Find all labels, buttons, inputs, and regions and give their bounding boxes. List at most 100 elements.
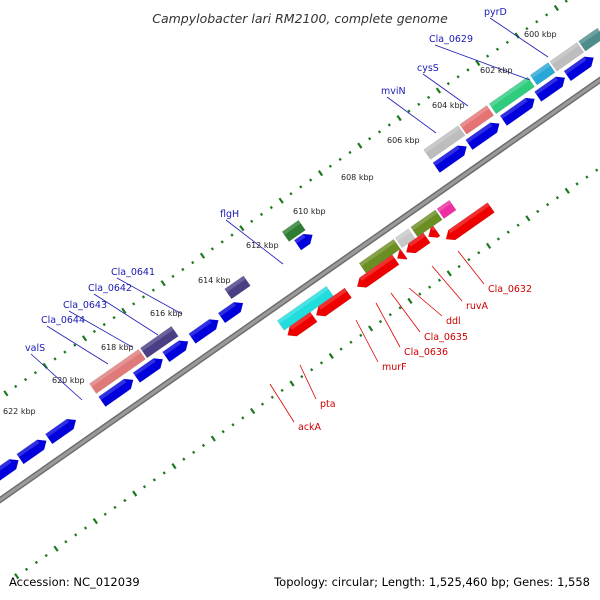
tick-mark <box>545 13 549 17</box>
tick-mark <box>368 137 372 141</box>
tick-mark <box>378 319 383 324</box>
cds-feature <box>98 378 134 407</box>
tick-mark <box>182 457 186 461</box>
tick-mark <box>269 205 273 210</box>
gene-label-ddl: ddl <box>446 316 461 327</box>
tick-mark <box>396 115 402 122</box>
tick-mark <box>398 306 402 310</box>
kbp-label-612-kbp: 612 kbp <box>246 241 279 250</box>
gene-feature <box>578 27 600 52</box>
tick-mark <box>417 102 421 106</box>
tick-mark <box>328 352 334 360</box>
tick-mark <box>250 219 254 223</box>
tick-mark <box>525 215 531 222</box>
tick-mark <box>278 197 284 204</box>
feature-tracks <box>0 27 600 481</box>
kbp-label-622-kbp: 622 kbp <box>3 407 36 416</box>
leader-murf <box>355 319 379 363</box>
tick-mark <box>525 27 529 31</box>
gene-feature <box>224 275 251 300</box>
tick-mark <box>516 223 520 227</box>
cds-feature <box>0 459 19 481</box>
kbp-label-610-kbp: 610 kbp <box>293 207 326 216</box>
kbp-label-608-kbp: 608 kbp <box>341 173 374 182</box>
tick-mark <box>319 361 324 365</box>
gene-label-vals: valS <box>25 343 45 354</box>
tick-mark <box>103 512 107 516</box>
feature-shine <box>399 249 403 253</box>
feature-shine <box>359 239 396 267</box>
gene-feature <box>459 105 495 135</box>
feature-shine <box>89 349 141 387</box>
tick-mark <box>112 316 116 320</box>
feature-shine <box>318 288 347 310</box>
leader-cla-0632 <box>457 250 485 285</box>
tick-mark <box>317 170 324 177</box>
feature-shine <box>133 358 156 376</box>
tick-mark <box>457 264 461 269</box>
cds-feature <box>132 358 164 383</box>
tick-mark <box>160 280 166 287</box>
tick-mark <box>505 40 509 44</box>
tick-mark <box>555 196 559 200</box>
kbp-label-602-kbp: 602 kbp <box>480 66 513 75</box>
tick-mark <box>475 59 481 67</box>
feature-shine <box>578 28 600 45</box>
leader-ddl <box>408 287 443 317</box>
gene-feature <box>445 202 495 241</box>
tick-mark <box>486 54 490 58</box>
tick-mark <box>553 4 559 12</box>
tick-mark <box>427 95 431 100</box>
tick-mark <box>64 540 68 544</box>
tick-mark <box>437 278 442 282</box>
leader-cla-0643 <box>68 310 133 348</box>
tick-mark <box>83 526 88 530</box>
tick-mark <box>339 347 343 351</box>
gene-feature <box>405 232 431 254</box>
tick-mark <box>595 168 599 172</box>
kbp-label-614-kbp: 614 kbp <box>198 276 231 285</box>
gene-feature <box>410 209 443 238</box>
tick-mark <box>456 75 460 79</box>
tick-mark <box>53 357 57 361</box>
genome-backbone <box>0 76 600 504</box>
tick-mark <box>477 251 481 255</box>
tick-mark <box>338 157 342 161</box>
cds-feature <box>534 76 566 102</box>
tick-mark <box>181 267 185 272</box>
tick-mark <box>113 505 117 509</box>
inner-tick-ring <box>14 168 599 580</box>
label-leaders <box>30 17 549 423</box>
tick-mark <box>199 252 206 259</box>
feature-shine <box>282 220 301 235</box>
kbp-label-620-kbp: 620 kbp <box>52 376 85 385</box>
gene-feature <box>488 76 535 115</box>
gene-feature <box>529 62 556 86</box>
tick-mark <box>53 545 59 552</box>
tick-mark <box>289 380 295 387</box>
position-labels: 600 kbp 602 kbp 604 kbp 606 kbp 608 kbp 610 k… <box>3 30 557 416</box>
tick-mark <box>63 350 67 354</box>
feature-shine <box>277 286 329 324</box>
gene-feature <box>436 199 457 219</box>
gene-feature <box>396 248 408 260</box>
gene-label-cla-0644: Cla_0644 <box>41 315 85 326</box>
kbp-label-616-kbp: 616 kbp <box>150 309 183 318</box>
cds-feature <box>45 418 77 445</box>
tick-mark <box>357 142 363 149</box>
gene-label-cla-0635: Cla_0635 <box>424 332 468 343</box>
tick-mark <box>42 362 48 369</box>
tick-mark <box>210 435 216 442</box>
tick-mark <box>132 490 138 497</box>
leader-cla-0642 <box>93 293 159 336</box>
tick-mark <box>142 485 147 489</box>
kbp-label-606-kbp: 606 kbp <box>387 136 420 145</box>
feature-shine <box>359 254 395 281</box>
tick-mark <box>585 175 589 179</box>
tick-mark <box>418 292 422 296</box>
tick-mark <box>34 560 38 565</box>
tick-mark <box>535 20 539 24</box>
gene-label-cla-0641: Cla_0641 <box>111 267 155 278</box>
tick-mark <box>506 230 510 234</box>
